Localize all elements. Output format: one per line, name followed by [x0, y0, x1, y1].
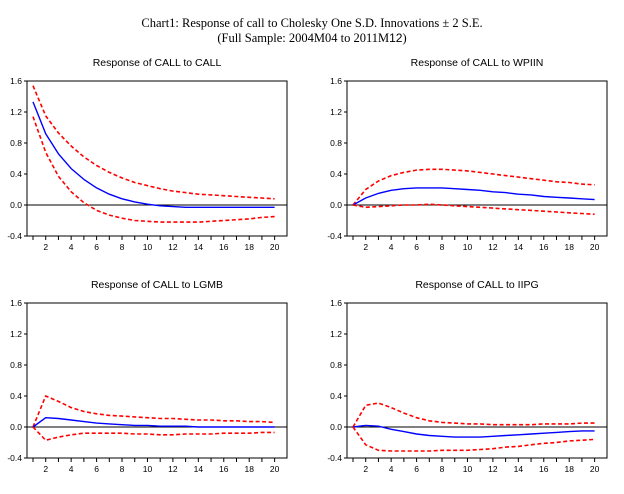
x-tick-label: 10 — [143, 464, 153, 474]
y-tick-label: 0.0 — [10, 422, 22, 432]
x-tick-label: 4 — [69, 464, 74, 474]
y-tick-label: 0.0 — [330, 200, 342, 210]
x-tick-label: 8 — [440, 464, 445, 474]
panel-title: Response of CALL to IIPG — [415, 279, 538, 291]
main-title-line2-close: ) — [402, 31, 407, 45]
y-tick-label: -0.4 — [327, 453, 342, 463]
x-tick-label: 6 — [414, 464, 419, 474]
x-tick-label: 6 — [94, 242, 99, 252]
x-tick-label: 16 — [539, 242, 549, 252]
chart-panel-2: Response of CALL to WPIIN 1.6 1.2 0.8 0.4 0.0… — [327, 57, 608, 252]
y-tick-label: -0.4 — [327, 231, 342, 241]
y-tick-label: -0.4 — [7, 231, 22, 241]
y-tick-label: 1.2 — [10, 107, 22, 117]
x-tick-label: 16 — [219, 464, 229, 474]
x-tick-label: 10 — [463, 464, 473, 474]
x-tick-label: 20 — [270, 464, 280, 474]
y-tick-label: 1.6 — [330, 76, 342, 86]
response-line — [32, 417, 275, 428]
y-tick-label: 0.4 — [10, 169, 22, 179]
x-tick-label: 8 — [120, 464, 125, 474]
panel-title: Response of CALL to CALL — [93, 57, 222, 69]
y-tick-label: -0.4 — [7, 453, 22, 463]
x-tick-label: 2 — [363, 464, 368, 474]
x-tick-label: 12 — [168, 464, 178, 474]
x-tick-label: 16 — [219, 242, 229, 252]
x-tick-label: 8 — [440, 242, 445, 252]
x-tick-label: 4 — [69, 242, 74, 252]
y-tick-label: 0.0 — [330, 422, 342, 432]
y-tick-label: 0.8 — [330, 138, 342, 148]
x-tick-label: 18 — [564, 242, 574, 252]
upper-band-line — [32, 395, 275, 428]
panel-title: Response of CALL to LGMB — [91, 279, 223, 291]
response-line — [352, 424, 595, 438]
plot-frame — [26, 80, 288, 237]
upper-band-line — [352, 402, 595, 428]
y-tick-label: 0.4 — [10, 391, 22, 401]
y-tick-label: 1.2 — [330, 329, 342, 339]
y-tick-label: 1.6 — [10, 76, 22, 86]
main-title-line2-month: 12 — [389, 31, 403, 45]
x-tick-label: 4 — [389, 242, 394, 252]
upper-band-line — [32, 85, 275, 200]
chart-panel-1: Response of CALL to CALL 1.6 1.2 0.8 0.4 0.0 -… — [7, 57, 288, 252]
x-tick-label: 20 — [590, 242, 600, 252]
y-tick-label: 0.4 — [330, 391, 342, 401]
y-tick-label: 0.4 — [330, 169, 342, 179]
plot-frame — [346, 80, 608, 237]
y-tick-label: 0.0 — [10, 200, 22, 210]
upper-band-line — [352, 168, 595, 206]
x-tick-label: 14 — [514, 464, 524, 474]
plot-frame — [346, 302, 608, 459]
main-title-line1: Chart1: Response of call to Cholesky One… — [141, 16, 483, 30]
x-tick-label: 18 — [244, 242, 254, 252]
x-tick-label: 16 — [539, 464, 549, 474]
response-line — [32, 101, 275, 209]
y-tick-label: 0.8 — [10, 138, 22, 148]
x-tick-label: 14 — [194, 464, 204, 474]
x-tick-label: 18 — [244, 464, 254, 474]
x-tick-label: 18 — [564, 464, 574, 474]
x-tick-label: 14 — [514, 242, 524, 252]
main-title-line2-text: (Full Sample: 2004M04 to 2011M — [217, 31, 390, 45]
y-tick-label: 1.2 — [10, 329, 22, 339]
x-tick-label: 20 — [590, 464, 600, 474]
x-tick-label: 2 — [363, 242, 368, 252]
y-tick-label: 1.6 — [10, 298, 22, 308]
x-tick-label: 2 — [43, 464, 48, 474]
x-tick-label: 12 — [488, 464, 498, 474]
plot-frame — [26, 302, 288, 459]
x-tick-label: 2 — [43, 242, 48, 252]
x-tick-label: 14 — [194, 242, 204, 252]
main-title-line2: (Full Sample: 2004M04 to 2011M12) — [0, 31, 624, 46]
x-tick-label: 12 — [168, 242, 178, 252]
lower-band-line — [352, 203, 595, 216]
x-tick-label: 6 — [414, 242, 419, 252]
lower-band-line — [32, 116, 275, 223]
y-tick-label: 0.8 — [10, 360, 22, 370]
x-tick-label: 12 — [488, 242, 498, 252]
x-tick-label: 20 — [270, 242, 280, 252]
chart-panel-3: Response of CALL to LGMB 1.6 1.2 0.8 0.4 0.0 -… — [7, 279, 288, 474]
lower-band-line — [32, 426, 275, 442]
x-tick-label: 4 — [389, 464, 394, 474]
x-tick-label: 10 — [463, 242, 473, 252]
x-tick-label: 6 — [94, 464, 99, 474]
y-tick-label: 1.6 — [330, 298, 342, 308]
x-tick-label: 10 — [143, 242, 153, 252]
x-tick-label: 8 — [120, 242, 125, 252]
y-tick-label: 1.2 — [330, 107, 342, 117]
response-line — [352, 187, 595, 206]
chart-panel-4: Response of CALL to IIPG 1.6 1.2 0.8 0.4 0.0 -… — [327, 279, 608, 474]
y-tick-label: 0.8 — [330, 360, 342, 370]
panel-title: Response of CALL to WPIIN — [411, 57, 544, 69]
lower-band-line — [352, 426, 595, 452]
